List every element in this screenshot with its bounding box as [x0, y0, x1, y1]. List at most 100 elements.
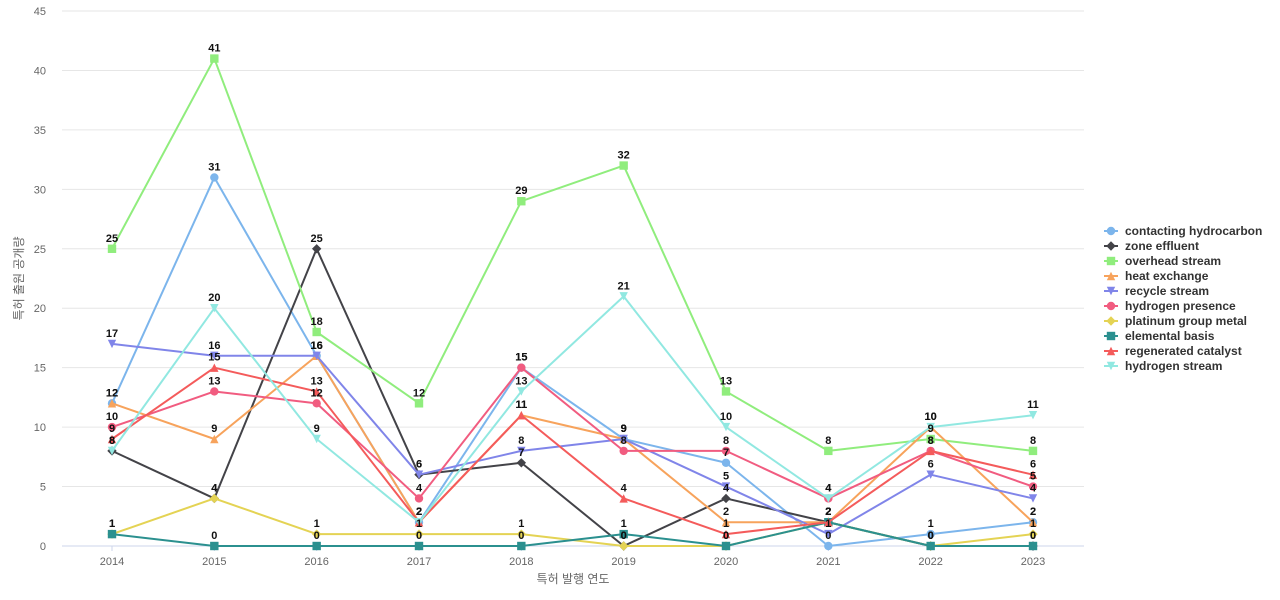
- y-axis-title: 특허 출원 공개량: [12, 237, 26, 321]
- series-regenerated-catalyst[interactable]: [107, 363, 1038, 539]
- data-point: [1028, 541, 1038, 551]
- series-line-recycle-stream[interactable]: [111, 342, 1034, 536]
- legend-item-recycle-stream[interactable]: recycle stream: [1104, 284, 1209, 298]
- data-label: 8: [109, 435, 115, 447]
- data-label: 1: [518, 518, 524, 530]
- data-label: 1: [1030, 518, 1036, 530]
- data-point: [312, 541, 321, 551]
- data-label: 16: [208, 340, 220, 352]
- legend-label: zone effluent: [1125, 239, 1199, 253]
- data-point: [517, 411, 526, 420]
- series-line-elemental-basis[interactable]: [111, 521, 1033, 547]
- data-label: 8: [723, 435, 729, 447]
- legend-item-regenerated-catalyst[interactable]: regenerated catalyst: [1104, 344, 1242, 358]
- data-point: [1028, 494, 1038, 503]
- legend-item-zone-effluent[interactable]: zone effluent: [1104, 239, 1199, 253]
- data-point: [312, 434, 321, 444]
- legend-item-hydrogen-presence[interactable]: hydrogen presence: [1104, 299, 1236, 313]
- data-label: 4: [621, 482, 628, 494]
- data-point: [619, 161, 628, 170]
- data-point: [721, 482, 731, 491]
- data-point: [824, 518, 833, 527]
- legend-marker: [1106, 331, 1116, 341]
- data-point: [107, 446, 117, 456]
- series-zone-effluent[interactable]: [107, 244, 1038, 551]
- legend-marker: [1106, 241, 1116, 251]
- series-elemental-basis[interactable]: [107, 518, 1038, 551]
- data-point: [312, 327, 321, 337]
- data-label: 21: [618, 280, 630, 292]
- data-label: 0: [621, 530, 627, 542]
- series-line-zone-effluent[interactable]: [111, 247, 1033, 547]
- legend-item-platinum-group-metal[interactable]: platinum group metal: [1104, 314, 1247, 328]
- legend-item-contacting-hydrocarbon[interactable]: contacting hydrocarbon: [1104, 224, 1262, 238]
- data-label: 16: [311, 340, 323, 352]
- legend-marker: [1106, 346, 1116, 356]
- data-label: 0: [928, 530, 934, 542]
- y-tick-label: 10: [34, 422, 46, 434]
- data-point: [721, 541, 731, 551]
- series-line-hydrogen-presence[interactable]: [111, 366, 1034, 500]
- data-label: 4: [211, 482, 218, 494]
- data-label: 0: [928, 530, 934, 542]
- data-point: [516, 458, 527, 468]
- data-label: 12: [106, 387, 118, 399]
- data-label: 31: [208, 161, 220, 173]
- data-label: 12: [413, 387, 425, 399]
- series-overhead-stream[interactable]: [107, 54, 1038, 456]
- data-label: 9: [621, 423, 627, 435]
- data-label: 2: [825, 506, 831, 518]
- data-label: 10: [106, 411, 118, 423]
- data-point: [210, 304, 219, 313]
- data-point: [107, 339, 117, 349]
- legend-item-hydrogen-stream[interactable]: hydrogen stream: [1104, 359, 1222, 373]
- data-label: 16: [311, 340, 323, 352]
- series-recycle-stream[interactable]: [107, 339, 1038, 539]
- data-point: [107, 422, 117, 432]
- data-point: [516, 529, 527, 539]
- data-label: 18: [311, 316, 323, 328]
- series-line-heat-exchange[interactable]: [111, 354, 1034, 524]
- data-point: [210, 173, 219, 182]
- series-line-contacting-hydrocarbon[interactable]: [111, 176, 1034, 547]
- data-label: 2: [1030, 506, 1036, 518]
- data-point: [209, 493, 220, 504]
- data-label: 6: [1030, 459, 1036, 471]
- data-label: 0: [314, 530, 320, 542]
- legend-label: hydrogen stream: [1125, 359, 1222, 373]
- data-label: 0: [723, 530, 729, 542]
- legend-label: platinum group metal: [1125, 314, 1247, 328]
- data-label: 9: [314, 423, 320, 435]
- data-point: [517, 387, 526, 396]
- series-hydrogen-stream[interactable]: [107, 292, 1038, 527]
- data-label: 11: [516, 399, 528, 411]
- y-tick-label: 35: [34, 125, 46, 137]
- data-label: 17: [106, 328, 118, 340]
- legend-item-overhead-stream[interactable]: overhead stream: [1104, 254, 1221, 268]
- legend-item-heat-exchange[interactable]: heat exchange: [1104, 269, 1209, 283]
- data-point: [721, 387, 731, 396]
- data-label: 13: [515, 375, 527, 387]
- data-label: 2: [825, 506, 831, 518]
- data-label: 4: [416, 482, 423, 494]
- data-label: 13: [720, 375, 732, 387]
- data-point: [312, 399, 321, 408]
- data-point: [311, 244, 322, 254]
- series-hydrogen-presence[interactable]: [107, 363, 1038, 503]
- data-point: [312, 351, 321, 360]
- series-line-hydrogen-stream[interactable]: [111, 295, 1034, 524]
- data-label: 2: [825, 506, 831, 518]
- series-platinum-group-metal[interactable]: [107, 493, 1038, 551]
- data-point: [721, 529, 731, 539]
- legend-item-elemental-basis[interactable]: elemental basis: [1104, 329, 1215, 343]
- series-line-overhead-stream[interactable]: [111, 57, 1034, 452]
- data-label: 2: [825, 506, 831, 518]
- series-line-regenerated-catalyst[interactable]: [111, 366, 1034, 536]
- data-label: 2: [416, 506, 422, 518]
- data-point: [107, 434, 117, 444]
- series-heat-exchange[interactable]: [107, 351, 1038, 527]
- data-label: 9: [211, 423, 217, 435]
- data-label: 10: [925, 411, 937, 423]
- data-point: [517, 446, 526, 456]
